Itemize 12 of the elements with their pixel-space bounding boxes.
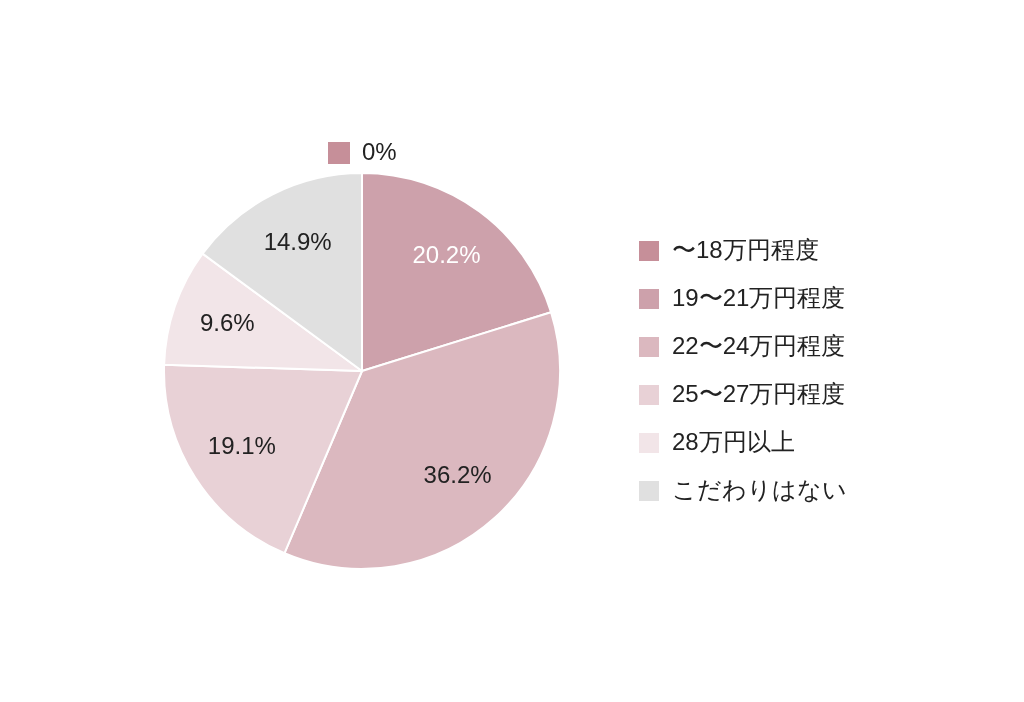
legend-label: 22〜24万円程度: [672, 331, 846, 359]
legend-label: 28万円以上: [672, 427, 795, 455]
legend-label: こだわりはない: [672, 475, 847, 503]
data-label: 36.2%: [423, 461, 492, 489]
data-label: 19.1%: [207, 432, 276, 460]
legend-label: 19〜21万円程度: [672, 283, 846, 311]
data-label: 14.9%: [263, 228, 332, 256]
legend-label: 〜18万円程度: [672, 235, 819, 263]
data-label: 20.2%: [412, 240, 481, 268]
text: 0%: [362, 137, 397, 165]
legend-label: 25〜27万円程度: [672, 379, 846, 407]
data-label: 9.6%: [199, 309, 255, 337]
